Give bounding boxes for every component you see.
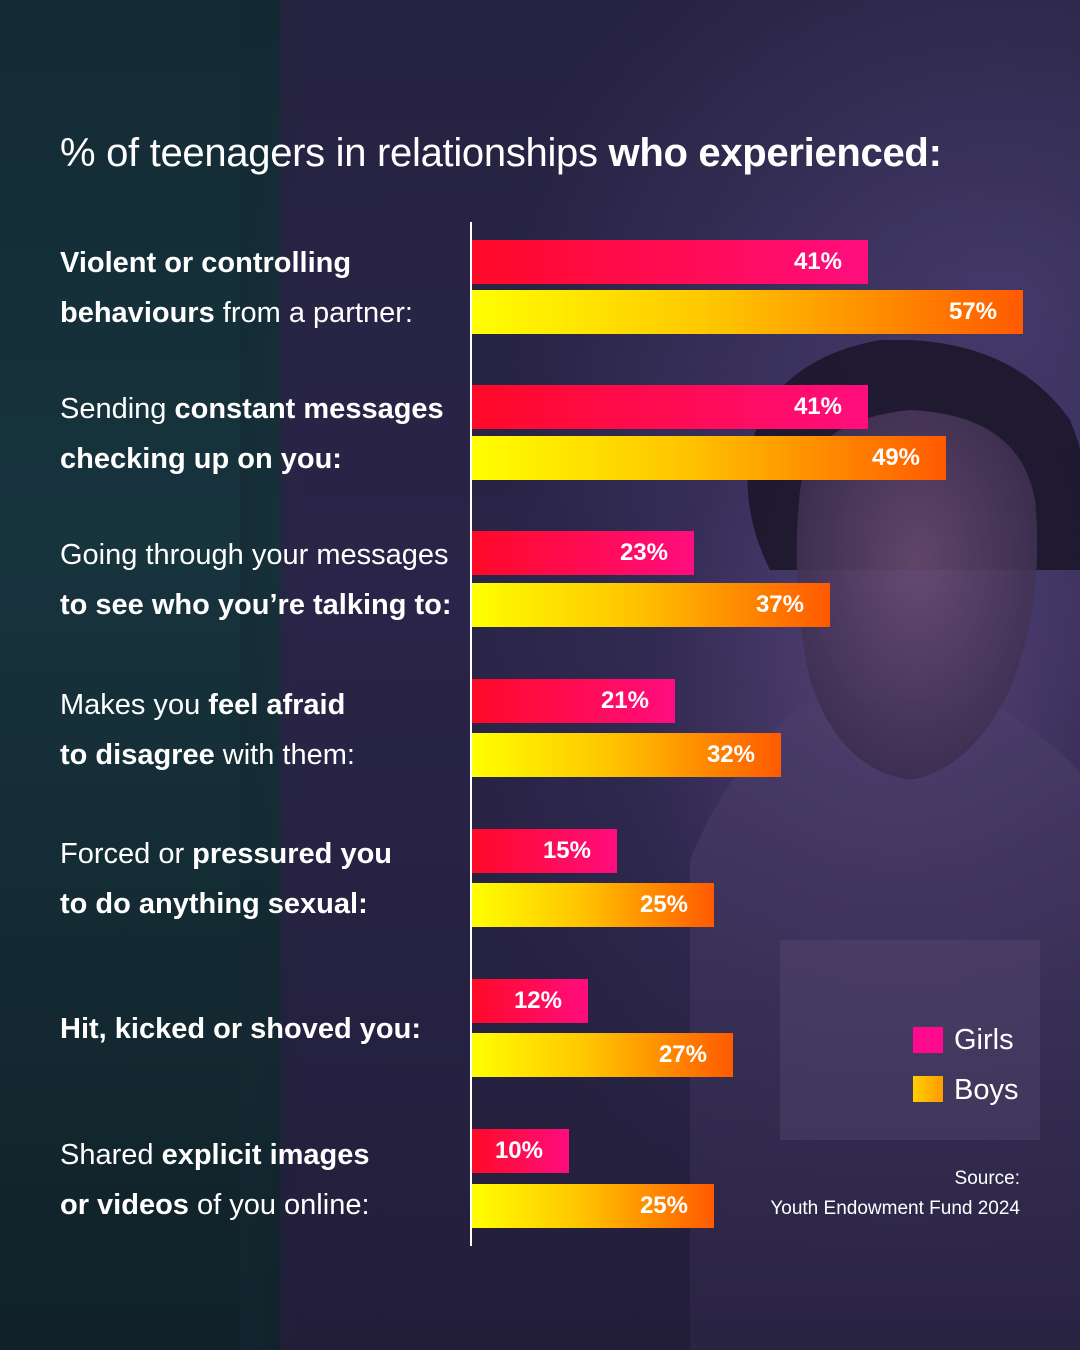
category-label-segment: Violent or controlling <box>60 247 352 279</box>
category-label-segment: Makes you <box>60 689 209 721</box>
category-label-line: Hit, kicked or shoved you: <box>60 1004 460 1054</box>
value-label-boys: 32% <box>706 741 755 768</box>
category-label-line: Sending constant messages <box>60 384 460 434</box>
bar-girls <box>472 385 868 429</box>
value-label-girls: 10% <box>494 1137 543 1164</box>
bar-boys <box>472 436 946 480</box>
category-label-segment: Going through your messages <box>60 539 449 571</box>
category-label-segment: to disagree <box>60 739 215 771</box>
value-label-boys: 49% <box>871 444 920 471</box>
value-label-girls: 23% <box>619 539 668 566</box>
category-label-segment: with them: <box>214 739 355 771</box>
bar-girls <box>472 829 617 873</box>
bar-boys <box>472 583 830 627</box>
bar-girls <box>472 531 694 575</box>
value-label-girls: 21% <box>600 687 649 714</box>
value-label-boys: 25% <box>639 1192 688 1219</box>
category-label-segment: to see who you’re talking to: <box>60 589 452 621</box>
bar-girls <box>472 240 868 284</box>
value-label-boys: 27% <box>658 1041 707 1068</box>
bar-girls <box>472 1129 569 1173</box>
bar-boys <box>472 1033 733 1077</box>
category-label-line: to do anything sexual: <box>60 879 460 929</box>
category-label-line: Violent or controlling <box>60 238 460 288</box>
value-label-boys: 57% <box>948 298 997 325</box>
background-left-fade <box>240 0 300 1350</box>
value-label-boys: 25% <box>639 891 688 918</box>
category-label-segment: pressured you <box>192 838 393 870</box>
category-label-segment: Sending <box>60 393 175 425</box>
value-label-boys: 37% <box>755 591 804 618</box>
category-label-line: to disagree with them: <box>60 730 460 780</box>
legend-girls-swatch <box>913 1027 943 1053</box>
category-label-segment: of you online: <box>188 1189 370 1221</box>
category-label-segment: from a partner: <box>214 297 413 329</box>
category-label-segment: Forced or <box>60 838 193 870</box>
bar-boys <box>472 733 781 777</box>
category-label-line: or videos of you online: <box>60 1180 460 1230</box>
chart-title-bold: who experienced: <box>608 131 942 175</box>
value-label-girls: 41% <box>793 248 842 275</box>
bar-girls <box>472 679 675 723</box>
category-label-line: Shared explicit images <box>60 1130 460 1180</box>
chart-title: % of teenagers in relationships who expe… <box>60 128 942 178</box>
category-label-line: to see who you’re talking to: <box>60 580 460 630</box>
category-label-segment: or videos <box>60 1189 189 1221</box>
bar-boys <box>472 883 714 927</box>
category-label-line: Forced or pressured you <box>60 829 460 879</box>
category-label-line: Going through your messages <box>60 530 460 580</box>
category-label: Going through your messages to see who yo… <box>60 530 460 630</box>
bar-girls <box>472 979 588 1023</box>
category-label-segment: checking up on you: <box>60 443 342 475</box>
source-text: Youth Endowment Fund 2024 <box>770 1198 1020 1219</box>
category-label: Shared explicit images or videos of you o… <box>60 1130 460 1230</box>
category-label-line: checking up on you: <box>60 434 460 484</box>
chart-title-regular: % of teenagers in relationships <box>60 131 609 175</box>
legend-boys-swatch <box>913 1076 943 1102</box>
background-left-panel <box>0 0 280 1350</box>
legend-girls-label: Girls <box>954 1024 1014 1056</box>
legend-boys-label: Boys <box>954 1074 1019 1106</box>
bar-boys <box>472 290 1023 334</box>
category-label-line: Makes you feel afraid <box>60 680 460 730</box>
category-label: Forced or pressured you to do anything se… <box>60 829 460 929</box>
bar-boys <box>472 1184 714 1228</box>
category-label: Sending constant messages checking up on … <box>60 384 460 484</box>
category-label-segment: to do anything sexual: <box>60 888 368 920</box>
value-label-girls: 15% <box>542 837 591 864</box>
category-label: Hit, kicked or shoved you: <box>60 1004 460 1054</box>
value-label-girls: 41% <box>793 393 842 420</box>
value-label-girls: 12% <box>513 987 562 1014</box>
category-label-line: behaviours from a partner: <box>60 288 460 338</box>
y-axis-line <box>470 222 472 1246</box>
category-label-segment: behaviours <box>60 297 215 329</box>
category-label-segment: constant messages <box>174 393 444 425</box>
category-label-segment: Hit, kicked or shoved you: <box>60 1013 421 1045</box>
category-label-segment: explicit images <box>161 1139 370 1171</box>
category-label-segment: feel afraid <box>208 689 346 721</box>
category-label: Violent or controlling behaviours from a … <box>60 238 460 338</box>
category-label-segment: Shared <box>60 1139 162 1171</box>
category-label: Makes you feel afraid to disagree with th… <box>60 680 460 780</box>
source-label: Source: <box>954 1168 1020 1189</box>
